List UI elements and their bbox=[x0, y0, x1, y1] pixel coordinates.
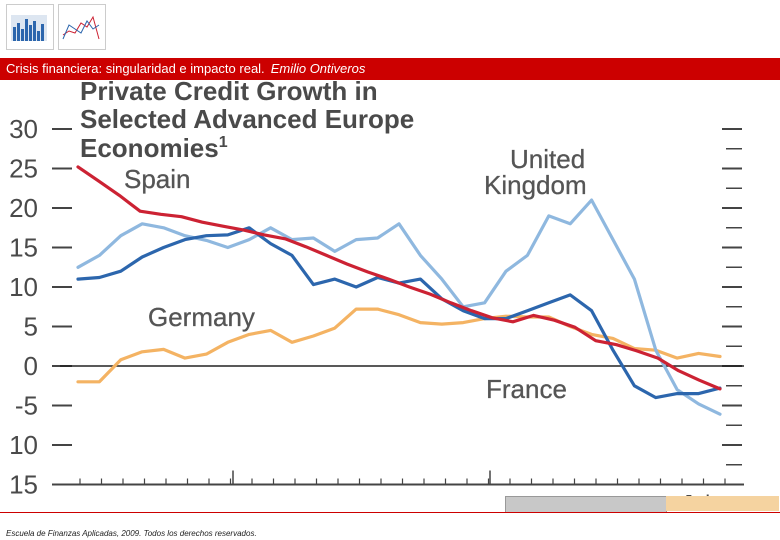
title-banner: Crisis financiera: singularidad e impact… bbox=[0, 58, 780, 80]
presentation-title: Crisis financiera: singularidad e impact… bbox=[6, 61, 265, 76]
x-label-july: July bbox=[682, 491, 721, 513]
chart-title-line: Private Credit Growth in bbox=[80, 80, 378, 106]
y-tick-label: 5 bbox=[24, 312, 38, 342]
label-france: France bbox=[486, 374, 567, 404]
y-tick-label: 30 bbox=[9, 114, 38, 144]
x-label-08: 08 bbox=[431, 491, 460, 513]
y-tick-label: 15 bbox=[9, 233, 38, 263]
y-tick-label: 10 bbox=[9, 272, 38, 302]
y-tick-label: -5 bbox=[15, 391, 38, 421]
gray-footer-box bbox=[505, 496, 667, 513]
y-tick-label: 25 bbox=[9, 154, 38, 184]
label-kingdom: Kingdom bbox=[484, 170, 587, 200]
series-line-spain bbox=[76, 165, 722, 391]
label-germany: Germany bbox=[148, 302, 255, 332]
y-tick-label: 15 bbox=[9, 470, 38, 500]
thumbnail-chart-2[interactable] bbox=[58, 4, 106, 50]
footer-divider bbox=[0, 512, 780, 513]
thumbnail-chart-1[interactable] bbox=[6, 4, 54, 50]
chart-title-line: Selected Advanced Europe bbox=[80, 104, 414, 134]
series-line-germany bbox=[76, 307, 722, 384]
y-tick-label: 20 bbox=[9, 193, 38, 223]
x-label-2007: 2007 bbox=[206, 491, 264, 513]
tan-footer-box bbox=[666, 496, 779, 511]
author-name: Emilio Ontiveros bbox=[270, 61, 366, 76]
label-united: United bbox=[510, 144, 585, 174]
banner-title: Crisis financiera: singularidad e impact… bbox=[6, 61, 365, 76]
copyright-footer: Escuela de Finanzas Aplicadas, 2009. Tod… bbox=[6, 529, 257, 538]
series-line-uk bbox=[76, 198, 722, 416]
y-tick-label: 0 bbox=[24, 351, 38, 381]
label-spain: Spain bbox=[124, 164, 191, 194]
y-tick-label: 10 bbox=[9, 430, 38, 460]
thumbnail-strip bbox=[6, 4, 106, 50]
chart-title-line: Economies1 bbox=[80, 133, 228, 163]
